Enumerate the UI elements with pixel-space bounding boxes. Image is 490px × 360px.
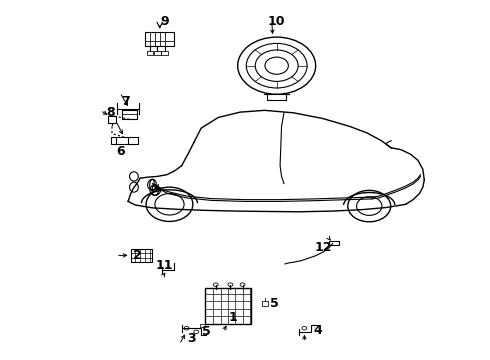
- Text: 7: 7: [121, 95, 130, 108]
- Bar: [161, 51, 168, 55]
- Text: 1: 1: [228, 311, 237, 324]
- Bar: [262, 301, 268, 306]
- Text: 6: 6: [117, 145, 125, 158]
- Text: 10: 10: [268, 14, 285, 27]
- Text: 9: 9: [160, 14, 169, 27]
- Bar: [329, 241, 339, 245]
- Text: 3: 3: [187, 333, 196, 346]
- Text: 11: 11: [156, 259, 173, 272]
- Bar: [154, 51, 161, 55]
- Bar: [111, 137, 138, 144]
- Text: 2: 2: [133, 248, 142, 261]
- Bar: [200, 324, 205, 327]
- Text: 12: 12: [314, 241, 332, 255]
- Text: 5: 5: [202, 325, 210, 338]
- Bar: [108, 116, 116, 123]
- Text: 8: 8: [107, 105, 115, 119]
- Text: 5: 5: [270, 297, 279, 310]
- Bar: [147, 51, 153, 55]
- Text: 4: 4: [314, 324, 322, 337]
